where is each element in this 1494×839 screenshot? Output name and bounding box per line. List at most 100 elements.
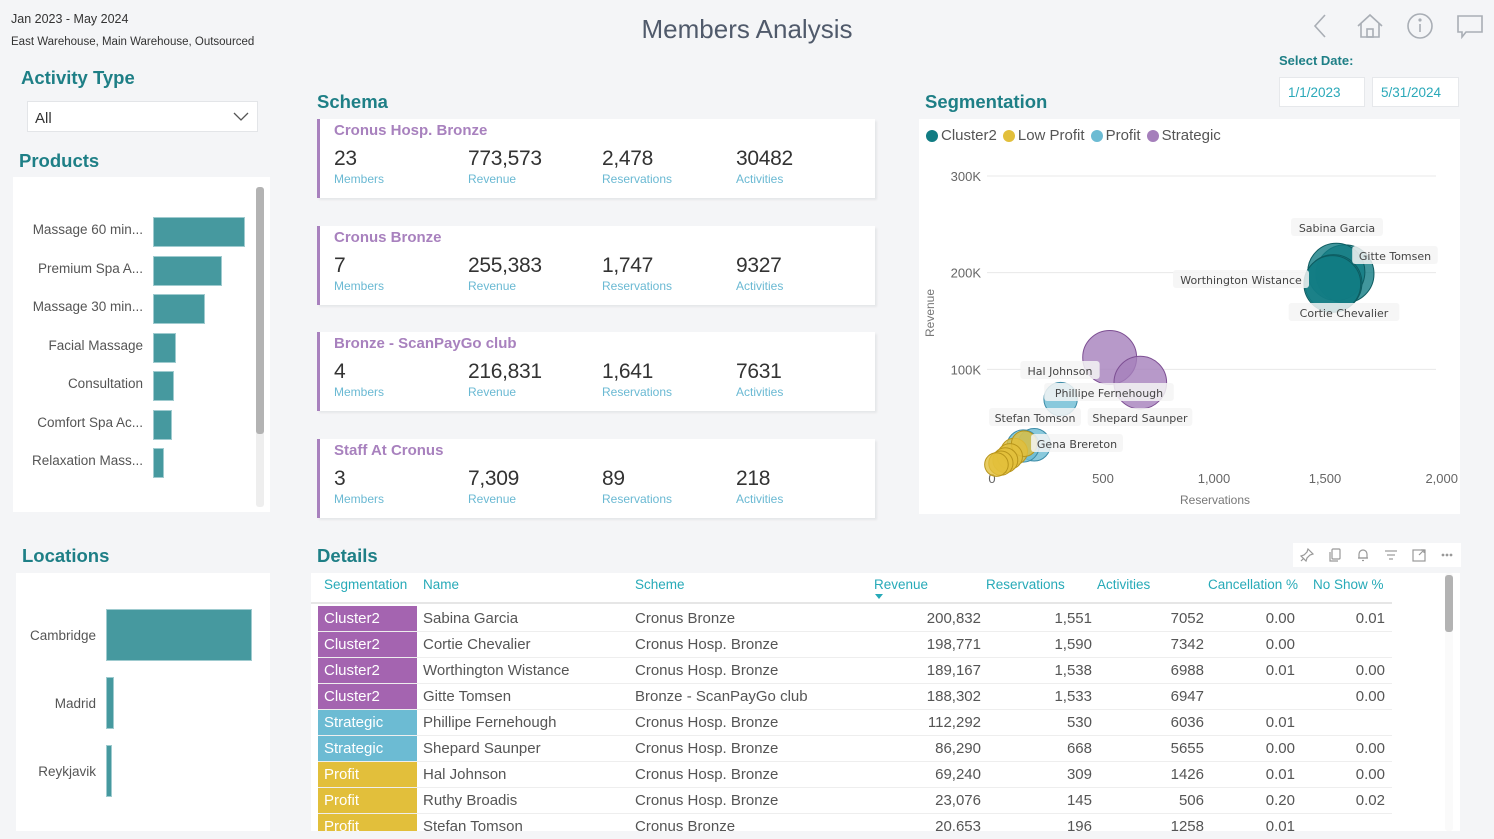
metric-value: 7 <box>334 253 346 277</box>
home-icon[interactable] <box>1354 10 1386 42</box>
legend-item-strategic[interactable]: Strategic <box>1146 127 1221 144</box>
products-scrollbar-thumb[interactable] <box>256 187 264 434</box>
schema-card[interactable]: Bronze - ScanPayGo club 4 Members 216,831 Re… <box>317 332 875 411</box>
product-bar-label[interactable]: Relaxation Mass... <box>31 453 143 468</box>
column-header-revenue[interactable]: Revenue <box>874 577 929 592</box>
scheme-cell: Cronus Hosp. Bronze <box>635 740 779 757</box>
name-cell: Stefan Tomson <box>423 818 523 831</box>
column-header-reservations[interactable]: Reservations <box>986 577 1065 592</box>
column-header-segmentation[interactable]: Segmentation <box>324 577 408 592</box>
schema-card[interactable]: Staff At Cronus 3 Members 7,309 Revenue 89 Res… <box>317 438 875 518</box>
segmentation-cell: Profit <box>318 814 417 831</box>
data-label: Stefan Tomson <box>995 412 1076 425</box>
bell-icon[interactable] <box>1349 543 1377 567</box>
product-bar[interactable] <box>153 409 173 440</box>
product-bar[interactable] <box>153 371 175 401</box>
product-bar[interactable] <box>153 255 222 286</box>
metric-label: Reservations <box>602 172 673 186</box>
product-bar-label[interactable]: Consultation <box>67 376 143 391</box>
table-row[interactable]: Strategic Phillipe Fernehough Cronus Hosp.… <box>318 710 1392 736</box>
info-icon[interactable] <box>1404 10 1436 42</box>
location-bar[interactable] <box>106 609 252 661</box>
location-bar-label[interactable]: Madrid <box>54 696 96 711</box>
activity-type-dropdown[interactable]: All <box>27 101 258 132</box>
column-header-cancellation[interactable]: Cancellation % <box>1208 577 1299 592</box>
product-bar-label[interactable]: Massage 30 min... <box>32 299 143 314</box>
name-cell: Ruthy Broadis <box>423 792 518 809</box>
activities-cell: 6947 <box>1170 688 1204 705</box>
revenue-cell: 20,653 <box>935 818 981 831</box>
activity-type-selected: All <box>35 110 52 127</box>
locations-title: Locations <box>22 545 110 566</box>
schema-card[interactable]: Cronus Hosp. Bronze 23 Members 773,573 Reven… <box>317 119 875 198</box>
location-bar[interactable] <box>106 745 112 797</box>
data-label: Phillipe Fernehough <box>1055 387 1163 400</box>
product-bar[interactable] <box>153 294 205 324</box>
metric-value: 255,383 <box>468 253 542 277</box>
column-header-no-show[interactable]: No Show % <box>1313 577 1384 592</box>
sort-descending-icon[interactable] <box>875 594 883 599</box>
product-bar-label[interactable]: Massage 60 min... <box>32 222 143 237</box>
legend-item-cluster2[interactable]: Cluster2 <box>926 127 997 144</box>
table-scrollbar-thumb[interactable] <box>1445 575 1453 632</box>
reservations-cell: 1,533 <box>1054 688 1092 705</box>
table-row[interactable]: Profit Ruthy Broadis Cronus Hosp. Bronze 23… <box>318 788 1392 814</box>
segmentation-scatter-chart: 100K 200K 300K 0 500 1,000 1,500 2,000 Reservati… <box>923 169 1458 507</box>
schema-card-title: Cronus Bronze <box>334 228 442 246</box>
revenue-cell: 200,832 <box>926 610 981 627</box>
scatter-point[interactable] <box>1113 355 1168 410</box>
start-date-input[interactable]: 1/1/2023 <box>1279 77 1365 107</box>
table-row[interactable]: Cluster2 Gitte Tomsen Bronze - ScanPayGo c… <box>318 684 1392 710</box>
legend-label: Profit <box>1105 127 1141 144</box>
cancel-cell: 0.01 <box>1265 714 1295 731</box>
schema-metric: 255,383 Revenue <box>468 254 542 293</box>
end-date-input[interactable]: 5/31/2024 <box>1372 77 1459 107</box>
product-bar-label[interactable]: Premium Spa A... <box>37 260 143 276</box>
scheme-cell: Cronus Hosp. Bronze <box>635 662 779 679</box>
filter-icon[interactable] <box>1377 543 1405 567</box>
copy-icon[interactable] <box>1321 543 1349 567</box>
table-row[interactable]: Cluster2 Worthington Wistance Cronus Hosp.… <box>318 658 1392 684</box>
column-header-scheme[interactable]: Scheme <box>635 577 685 592</box>
schema-metric: 7,309 Revenue <box>468 467 519 506</box>
table-scrollbar-track[interactable] <box>1445 573 1453 831</box>
table-row[interactable]: Cluster2 Cortie Chevalier Cronus Hosp. Bro… <box>318 632 1392 658</box>
data-label: Shepard Saunper <box>1092 412 1188 425</box>
more-options-icon[interactable] <box>1433 543 1461 567</box>
product-bar-label[interactable]: Comfort Spa Ac... <box>37 414 143 430</box>
product-bar[interactable] <box>153 217 245 247</box>
cancel-cell: 0.01 <box>1265 818 1295 831</box>
segmentation-cell: Profit <box>318 762 417 787</box>
segmentation-cell: Profit <box>318 788 417 813</box>
location-bar-label[interactable]: Reykjavik <box>38 764 96 779</box>
location-bar[interactable] <box>106 677 115 729</box>
legend-item-low-profit[interactable]: Low Profit <box>1002 127 1085 144</box>
column-header-activities[interactable]: Activities <box>1097 577 1151 592</box>
focus-mode-icon[interactable] <box>1405 543 1433 567</box>
schema-card[interactable]: Cronus Bronze 7 Members 255,383 Revenue 1,747… <box>317 225 875 305</box>
data-label: Cortie Chevalier <box>1300 307 1389 320</box>
legend-item-profit[interactable]: Profit <box>1090 127 1141 144</box>
back-arrow-icon[interactable] <box>1304 10 1336 42</box>
noshow-cell: 0.00 <box>1355 688 1385 705</box>
scheme-cell: Cronus Bronze <box>635 610 736 627</box>
comment-icon[interactable] <box>1454 10 1486 42</box>
schema-metric: 216,831 Revenue <box>468 360 542 399</box>
product-bar-label[interactable]: Facial Massage <box>48 337 143 353</box>
column-header-name[interactable]: Name <box>423 577 460 592</box>
table-row[interactable]: Strategic Shepard Saunper Cronus Hosp. Bro… <box>318 736 1392 762</box>
table-row[interactable]: Cluster2 Sabina Garcia Cronus Bronze 200,83… <box>318 606 1392 632</box>
scatter-point[interactable] <box>984 452 1009 477</box>
schema-metric: 7631 Activities <box>736 360 783 399</box>
schema-metric: 23 Members <box>334 147 384 186</box>
pin-icon[interactable] <box>1293 543 1321 567</box>
location-bar-label[interactable]: Cambridge <box>29 628 96 643</box>
product-bar[interactable] <box>153 332 176 363</box>
metric-value: 773,573 <box>468 147 542 170</box>
chevron-down-icon <box>233 112 249 121</box>
table-row[interactable]: Profit Stefan Tomson Cronus Bronze 20,653 19… <box>318 814 1392 831</box>
metric-value: 1,641 <box>602 360 654 383</box>
table-row[interactable]: Profit Hal Johnson Cronus Hosp. Bronze 69,2… <box>318 762 1392 788</box>
product-bar[interactable] <box>153 448 165 478</box>
noshow-cell: 0.00 <box>1355 662 1385 679</box>
